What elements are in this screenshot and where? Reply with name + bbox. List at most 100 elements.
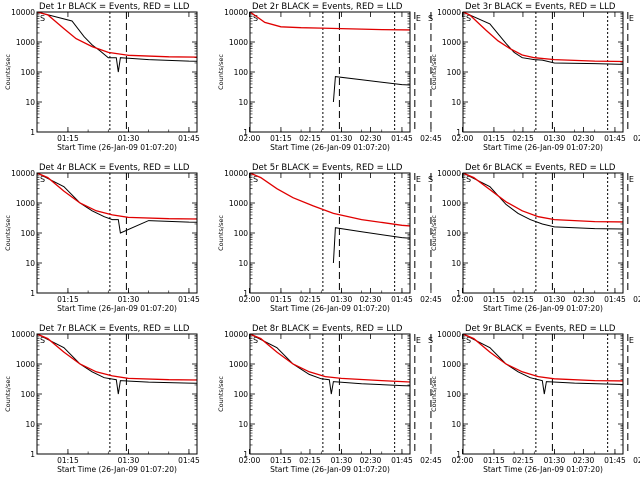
x-tick-label: 01:45 — [604, 134, 626, 143]
x-tick-label: 01:30 — [118, 295, 140, 304]
panel-det-6r: Det 6r BLACK = Events, RED = LLD Counts/s… — [430, 163, 626, 313]
y-tick-label: 10000 — [437, 8, 461, 17]
y-tick-label: 100 — [447, 229, 462, 238]
x-tick-label: 01:15 — [270, 295, 292, 304]
y-tick-label: 100 — [234, 229, 249, 238]
x-axis-label: Start Time (26-Jan-09 01:07:20) — [270, 465, 390, 474]
panel-det-7r: Det 7r BLACK = Events, RED = LLD Counts/s… — [4, 324, 442, 474]
x-axis-label: Start Time (26-Jan-09 01:07:20) — [483, 143, 603, 152]
x-tick-label: 01:45 — [604, 295, 626, 304]
y-tick-label: 1000 — [442, 38, 461, 47]
series-events-line — [332, 76, 410, 103]
series-events-line — [37, 334, 197, 395]
y-axis-label: Counts/sec — [4, 54, 12, 90]
y-axis-label: Counts/sec — [430, 376, 438, 412]
end-marker: E — [416, 175, 421, 184]
start-marker: S — [466, 175, 471, 184]
x-tick-label: 01:30 — [331, 295, 353, 304]
y-axis-label: Counts/sec — [430, 54, 438, 90]
y-tick-label: 1000 — [229, 360, 248, 369]
y-tick-label: 100 — [447, 390, 462, 399]
y-tick-label: 1000 — [442, 199, 461, 208]
x-axis-label: Start Time (26-Jan-09 01:07:20) — [57, 304, 177, 313]
x-tick-label: 01:45 — [178, 456, 200, 465]
chart-title: Det 9r BLACK = Events, RED = LLD — [465, 324, 616, 334]
start-marker: S — [40, 175, 45, 184]
y-tick-label: 10 — [25, 98, 35, 107]
x-tick-label: 01:30 — [331, 134, 353, 143]
y-tick-label: 100 — [447, 68, 462, 77]
end-marker: E — [416, 336, 421, 345]
x-tick-label: 02:45 — [633, 295, 640, 304]
x-tick-label: 02:45 — [420, 134, 442, 143]
x-axis-label: Start Time (26-Jan-09 01:07:20) — [483, 465, 603, 474]
y-tick-label: 1000 — [229, 38, 248, 47]
plot-frame — [36, 172, 198, 294]
x-tick-label: 02:15 — [512, 134, 534, 143]
series-events-line — [463, 12, 623, 65]
x-tick-label: 02:45 — [633, 456, 640, 465]
y-tick-label: 10000 — [11, 8, 35, 17]
y-tick-label: 10000 — [437, 169, 461, 178]
x-tick-label: 01:15 — [483, 295, 505, 304]
plot-frame — [462, 172, 624, 294]
end-marker: E — [629, 175, 634, 184]
x-axis-label: Start Time (26-Jan-09 01:07:20) — [270, 304, 390, 313]
x-tick-label: 01:30 — [544, 456, 566, 465]
x-tick-label: 01:30 — [544, 295, 566, 304]
y-tick-label: 10000 — [437, 330, 461, 339]
series-events-line — [332, 227, 410, 264]
y-tick-label: 10000 — [224, 169, 248, 178]
y-tick-label: 1 — [30, 128, 35, 137]
series-lld-line — [250, 173, 410, 227]
plot-frame — [462, 333, 624, 455]
end-start-marker: S — [428, 175, 433, 184]
y-axis-label: Counts/sec — [217, 215, 225, 251]
start-marker: S — [40, 336, 45, 345]
x-tick-label: 02:30 — [360, 134, 382, 143]
x-tick-label: 02:15 — [299, 295, 321, 304]
x-tick-label: 01:30 — [118, 456, 140, 465]
x-tick-label: 01:15 — [270, 134, 292, 143]
start-marker: S — [253, 175, 258, 184]
y-tick-label: 10 — [238, 420, 248, 429]
y-tick-label: 1 — [243, 128, 248, 137]
x-tick-label: 02:15 — [299, 134, 321, 143]
y-tick-label: 100 — [21, 68, 36, 77]
plot-frame — [249, 172, 411, 294]
series-events-line — [250, 334, 410, 395]
y-tick-label: 100 — [21, 229, 36, 238]
series-events-line — [463, 173, 623, 230]
y-tick-label: 1 — [30, 450, 35, 459]
y-tick-label: 1 — [243, 450, 248, 459]
x-tick-label: 01:15 — [57, 456, 79, 465]
y-tick-label: 10 — [238, 259, 248, 268]
y-tick-label: 10000 — [11, 169, 35, 178]
x-tick-label: 01:45 — [391, 456, 413, 465]
y-tick-label: 1 — [30, 289, 35, 298]
y-tick-label: 10000 — [224, 330, 248, 339]
chart-title: Det 7r BLACK = Events, RED = LLD — [39, 324, 190, 334]
end-start-marker: S — [428, 336, 433, 345]
x-tick-label: 01:30 — [544, 134, 566, 143]
y-tick-label: 1 — [456, 128, 461, 137]
x-tick-label: 01:15 — [57, 134, 79, 143]
y-tick-label: 10 — [25, 259, 35, 268]
series-lld-line — [463, 173, 623, 223]
x-tick-label: 02:00 — [452, 456, 474, 465]
plot-frame — [36, 11, 198, 133]
y-axis-label: Counts/sec — [430, 215, 438, 251]
y-tick-label: 10 — [25, 420, 35, 429]
x-tick-label: 01:45 — [178, 295, 200, 304]
y-tick-label: 1000 — [16, 38, 35, 47]
plot-frame — [462, 11, 624, 133]
x-tick-label: 01:45 — [391, 134, 413, 143]
y-tick-label: 1 — [243, 289, 248, 298]
y-tick-label: 1000 — [16, 199, 35, 208]
panel-det-9r: Det 9r BLACK = Events, RED = LLD Counts/s… — [430, 324, 626, 474]
panel-det-5r: Det 5r BLACK = Events, RED = LLD Counts/s… — [217, 163, 640, 313]
y-tick-label: 10 — [238, 98, 248, 107]
x-axis-label: Start Time (26-Jan-09 01:07:20) — [483, 304, 603, 313]
panel-det-3r: Det 3r BLACK = Events, RED = LLD Counts/s… — [430, 2, 626, 152]
